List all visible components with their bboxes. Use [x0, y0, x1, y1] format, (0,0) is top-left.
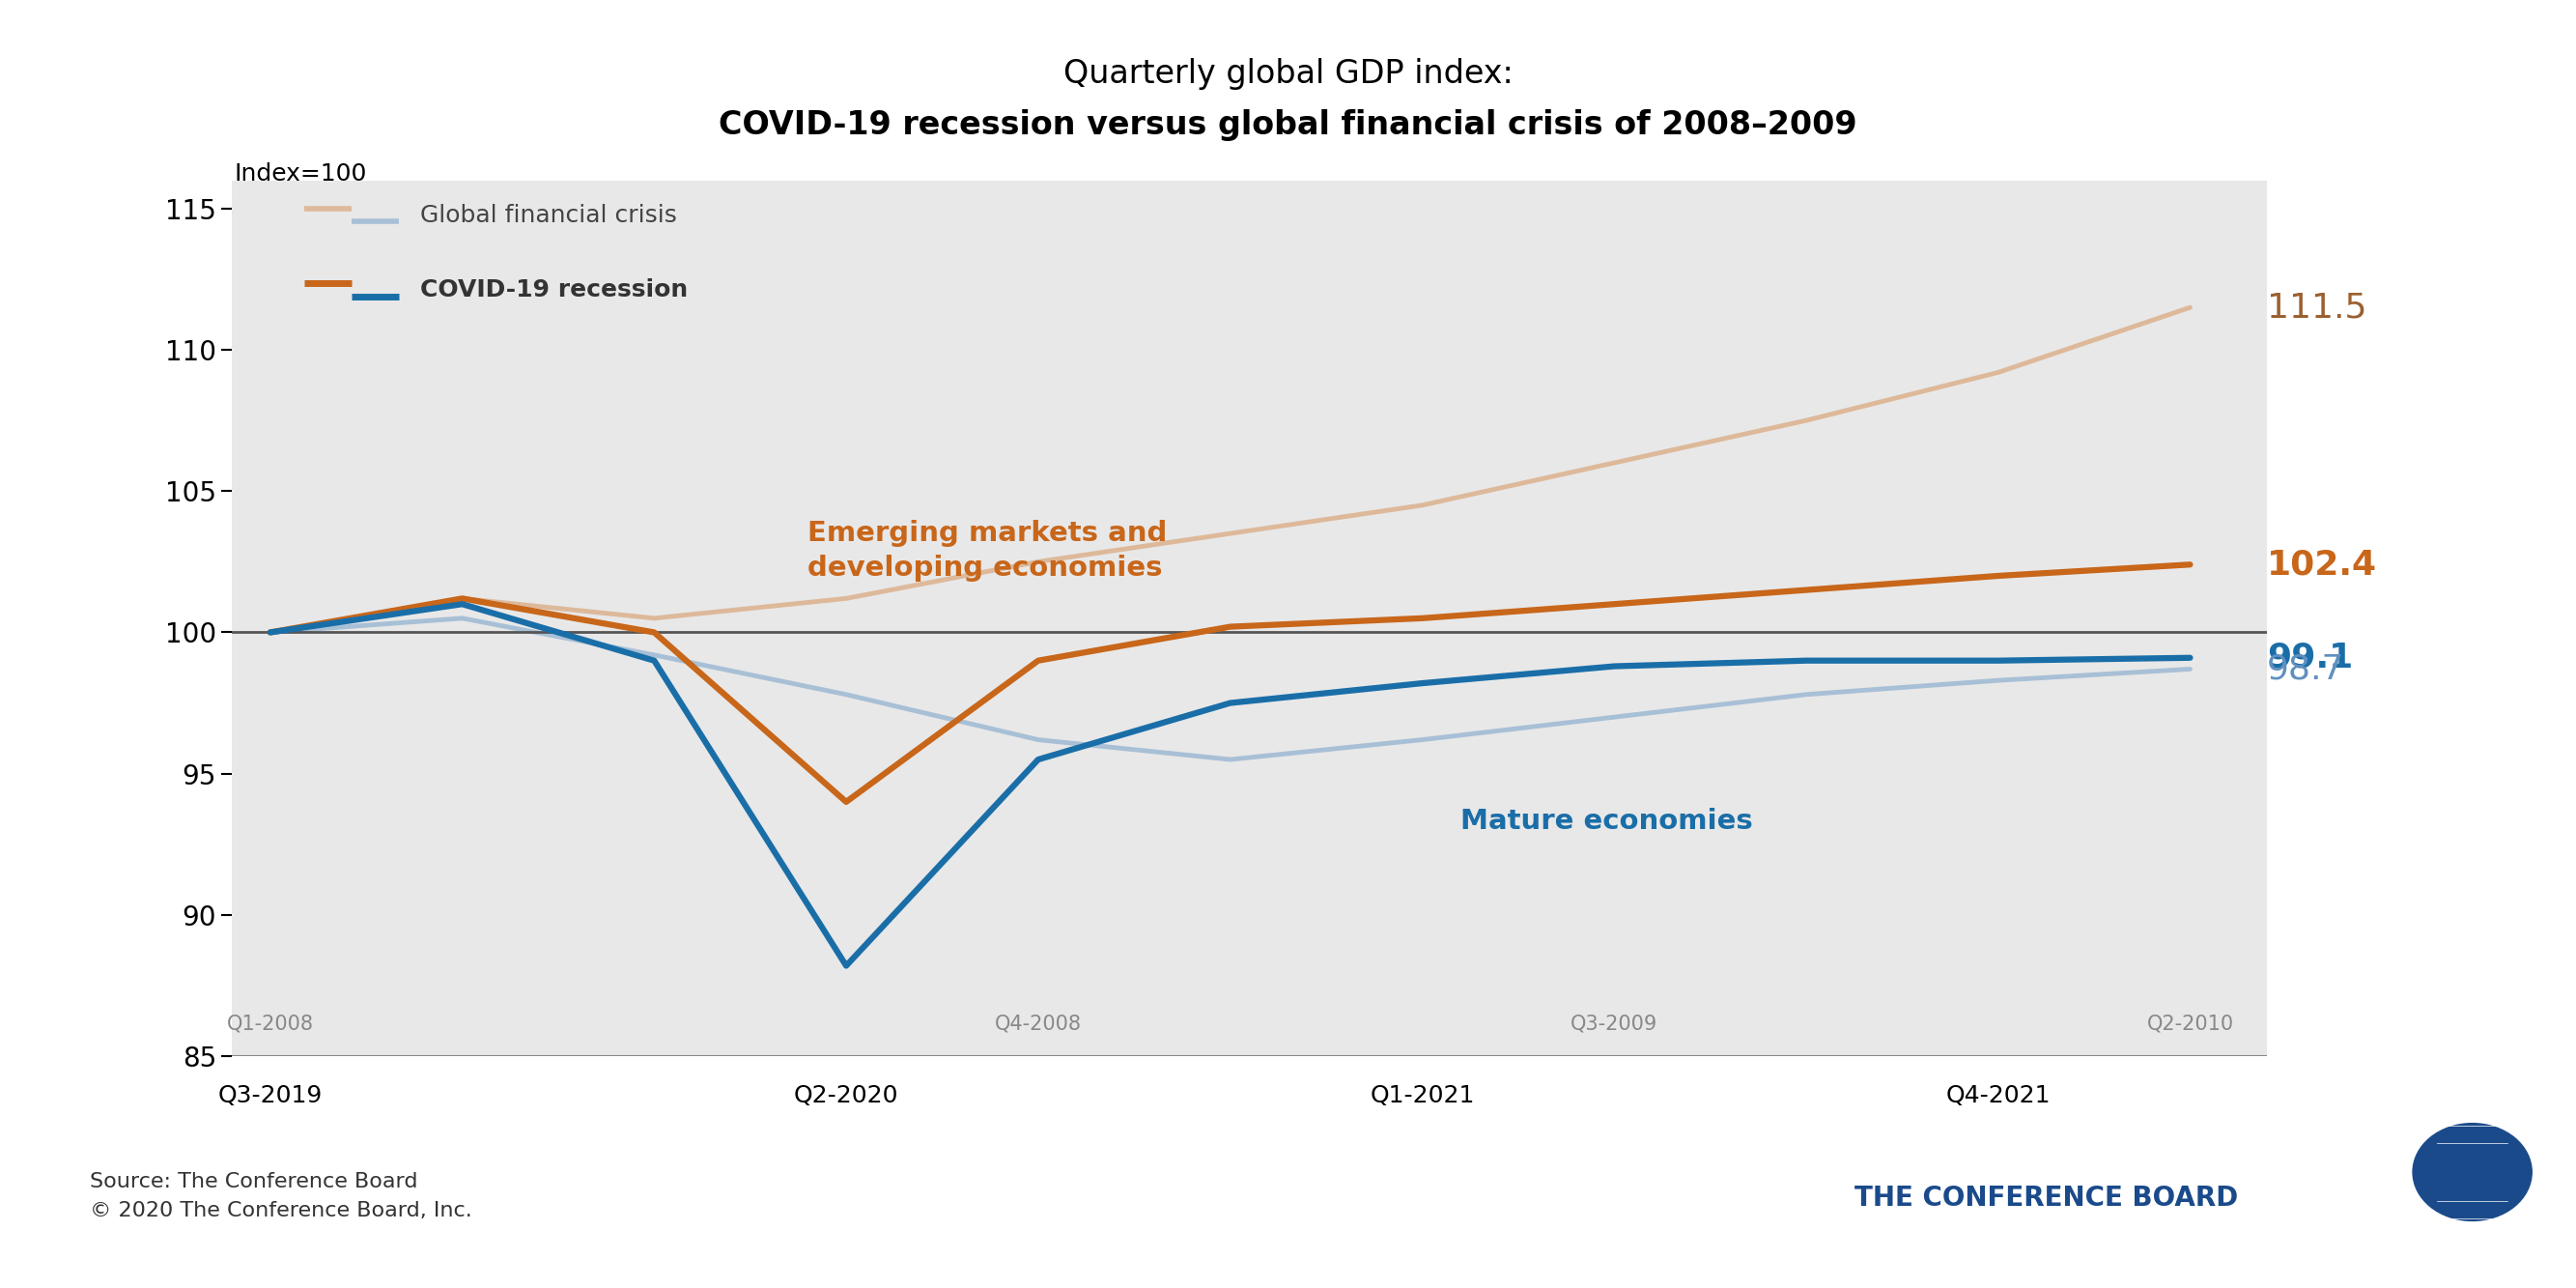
Text: Q4-2021: Q4-2021: [1945, 1084, 2050, 1108]
Text: THE CONFERENCE BOARD: THE CONFERENCE BOARD: [1855, 1184, 2239, 1212]
Text: Mature economies: Mature economies: [1461, 808, 1752, 835]
Text: Global financial crisis: Global financial crisis: [420, 204, 677, 227]
Text: Index=100: Index=100: [234, 162, 366, 185]
Text: Q3-2009: Q3-2009: [1571, 1014, 1659, 1033]
Text: COVID-19 recession: COVID-19 recession: [420, 278, 688, 301]
Text: Q1-2008: Q1-2008: [227, 1014, 314, 1033]
Text: Source: The Conference Board
© 2020 The Conference Board, Inc.: Source: The Conference Board © 2020 The …: [90, 1172, 471, 1220]
Text: Quarterly global GDP index:: Quarterly global GDP index:: [1064, 58, 1512, 90]
Text: 99.1: 99.1: [2267, 641, 2352, 674]
Text: Q4-2008: Q4-2008: [994, 1014, 1082, 1033]
Text: 98.7: 98.7: [2267, 653, 2344, 685]
Text: Q2-2010: Q2-2010: [2146, 1014, 2233, 1033]
Text: Emerging markets and
developing economies: Emerging markets and developing economie…: [809, 519, 1167, 582]
Text: Q3-2019: Q3-2019: [219, 1084, 322, 1108]
Text: Q2-2020: Q2-2020: [793, 1084, 899, 1108]
Text: 111.5: 111.5: [2267, 291, 2367, 323]
Circle shape: [2414, 1123, 2532, 1221]
Text: 102.4: 102.4: [2267, 549, 2378, 581]
Text: Q1-2021: Q1-2021: [1370, 1084, 1473, 1108]
Text: COVID-19 recession versus global financial crisis of 2008–2009: COVID-19 recession versus global financi…: [719, 109, 1857, 142]
